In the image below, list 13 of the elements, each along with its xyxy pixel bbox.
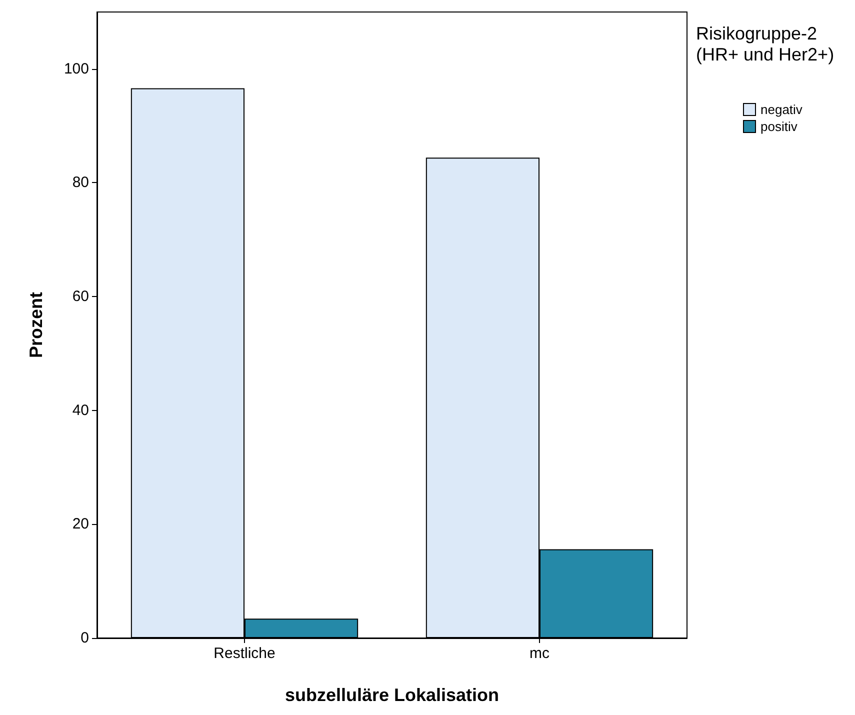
legend-label: negativ — [760, 102, 803, 117]
y-axis-title: Prozent — [26, 292, 46, 358]
legend-label: positiv — [760, 119, 798, 134]
y-tick-label: 0 — [80, 630, 89, 646]
y-tick-label: 40 — [72, 402, 89, 419]
x-tick-label: Restliche — [214, 645, 276, 662]
y-tick-label: 20 — [72, 516, 89, 533]
y-tick-label: 100 — [64, 60, 89, 78]
x-tick-label: mc — [530, 645, 550, 662]
y-tick-label: 80 — [72, 174, 89, 192]
x-axis-title: subzelluläre Lokalisation — [284, 685, 500, 705]
legend-title: Risikogruppe-2 (HR+ und Her2+) — [696, 24, 834, 64]
y-tick-label: 60 — [72, 288, 89, 306]
